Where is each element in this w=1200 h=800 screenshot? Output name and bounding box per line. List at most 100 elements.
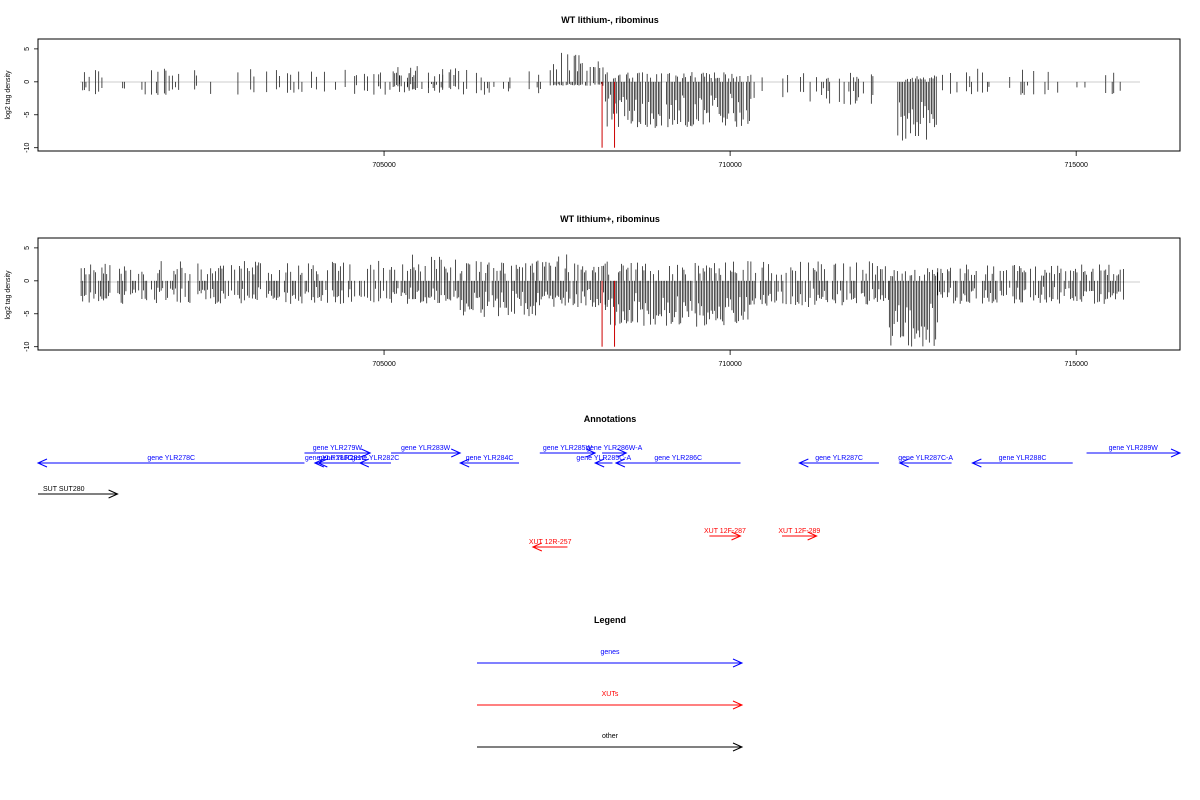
feature-label: gene YLR289W [1109, 445, 1159, 452]
annotation-feature: gene YLR282C [352, 455, 400, 468]
panel-2-ylabel: log2 tag density [5, 270, 12, 320]
y-tick-label: -5 [24, 112, 31, 118]
annotation-feature: gene YLR285C-A [576, 455, 632, 468]
x-tick-label: 710000 [718, 361, 741, 368]
feature-arrowhead [458, 458, 470, 468]
feature-arrowhead [585, 448, 597, 458]
legend-arrowhead [732, 742, 744, 752]
annotations-title: Annotations [584, 414, 637, 424]
feature-label: gene YLR284C [466, 455, 514, 462]
feature-arrowhead [450, 448, 462, 458]
annotation-feature: gene YLR284C [458, 455, 520, 468]
annotation-feature: XUT 12R-257 [529, 539, 572, 552]
annotation-feature: gene YLR287C [798, 455, 879, 468]
annotation-feature: gene YLR287C-A [898, 455, 953, 468]
panel-1-frame [37, 38, 1181, 152]
panel-2-y-axis: 5 0 -5 -10 [24, 246, 38, 352]
legend-label: genes [600, 649, 620, 656]
feature-label: gene YLR283W [401, 445, 451, 452]
x-tick-label: 715000 [1065, 162, 1088, 169]
annotation-feature: XUT 12F-289 [778, 528, 820, 541]
panel-1-x-axis: 705000 710000 715000 [372, 151, 1088, 169]
feature-arrowhead [593, 458, 605, 468]
feature-arrowhead [361, 448, 372, 458]
y-tick-label: 5 [24, 47, 31, 51]
y-tick-label: -5 [24, 311, 31, 317]
y-tick-label: 0 [24, 80, 31, 84]
legend-item: genes [477, 649, 744, 668]
feature-label: gene YLR288C [999, 455, 1047, 462]
y-tick-label: -10 [24, 342, 31, 352]
legend-title: Legend [594, 615, 626, 625]
annotation-feature: gene YLR285W [539, 445, 597, 458]
feature-arrowhead [798, 458, 809, 468]
feature-label: gene YLR278C [147, 455, 195, 462]
feature-label: XUT 12F-287 [704, 528, 746, 535]
panel-1-y-axis: 5 0 -5 -10 [24, 47, 38, 153]
feature-label: gene YLR285W [543, 445, 593, 452]
feature-arrowhead [807, 531, 818, 541]
annotation-feature: gene YLR283W [390, 445, 462, 458]
feature-label: gene YLR287C [815, 455, 863, 462]
feature-label: XUT 12F-289 [778, 528, 820, 535]
legend-label: other [602, 733, 619, 740]
feature-label: gene YLR280C [305, 455, 353, 462]
y-tick-label: 0 [24, 279, 31, 283]
feature-label: gene YLR286W-A [586, 445, 642, 452]
annotation-feature: gene YLR279W [304, 445, 372, 458]
feature-arrowhead [1170, 448, 1182, 458]
legend-item: XUTs [477, 691, 744, 710]
legend-arrowhead [732, 658, 744, 668]
annotation-feature: gene YLR288C [971, 455, 1073, 468]
feature-label: gene YLR279W [313, 445, 363, 452]
feature-arrowhead [614, 458, 626, 468]
legend-label: XUTs [602, 691, 619, 698]
feature-label: gene YLR286C [654, 455, 702, 462]
feature-arrowhead [731, 531, 742, 541]
panel-2-markers [601, 280, 616, 347]
panel-1-title: WT lithium-, ribominus [561, 15, 659, 25]
annotation-feature: gene YLR286C [614, 455, 741, 468]
legend-item: other [477, 733, 744, 752]
feature-arrowhead [317, 458, 328, 468]
annotation-feature: XUT 12F-287 [704, 528, 746, 541]
feature-label: XUT 12R-257 [529, 539, 572, 546]
x-tick-label: 715000 [1065, 361, 1088, 368]
x-tick-label: 705000 [372, 162, 395, 169]
panel-1-bars [82, 52, 1121, 141]
y-tick-label: 5 [24, 246, 31, 250]
panel-1-ylabel: log2 tag density [5, 70, 12, 120]
panel-2-bars [80, 254, 1124, 347]
y-tick-label: -10 [24, 143, 31, 153]
annotation-feature: gene YLR278C [36, 455, 305, 468]
feature-label: gene YLR281C [319, 455, 367, 462]
legend-arrowhead [732, 700, 744, 710]
panel-2-x-axis: 705000 710000 715000 [372, 350, 1088, 368]
feature-arrowhead [898, 458, 909, 468]
feature-arrowhead [36, 458, 48, 468]
feature-arrowhead [617, 448, 628, 458]
feature-label: gene YLR285C-A [576, 455, 631, 462]
track-panel-2: WT lithium+, ribominus log2 tag density … [5, 214, 1181, 368]
panel-2-title: WT lithium+, ribominus [560, 214, 660, 224]
legend-items: genes XUTs other [477, 649, 744, 752]
feature-arrowhead [971, 458, 982, 468]
x-tick-label: 710000 [718, 162, 741, 169]
feature-arrowhead [108, 489, 119, 499]
annotation-feature: SUT SUT280 [38, 486, 119, 499]
feature-label: SUT SUT280 [43, 486, 85, 493]
legend-panel: Legend genes XUTs other [477, 615, 744, 752]
feature-label: gene YLR282C [352, 455, 400, 462]
feature-arrowhead [531, 542, 543, 552]
x-tick-label: 705000 [372, 361, 395, 368]
feature-arrowhead [358, 458, 370, 468]
panel-1-markers [601, 81, 616, 148]
annotations-panel: Annotations gene YLR278C gene YLR279W gene… [36, 414, 1182, 552]
track-panel-1: WT lithium-, ribominus log2 tag density … [5, 15, 1181, 169]
panel-2-frame [37, 237, 1181, 351]
feature-label: gene YLR287C-A [898, 455, 953, 462]
annotation-feature: gene YLR289W [1086, 445, 1182, 458]
feature-arrowhead [313, 458, 325, 468]
